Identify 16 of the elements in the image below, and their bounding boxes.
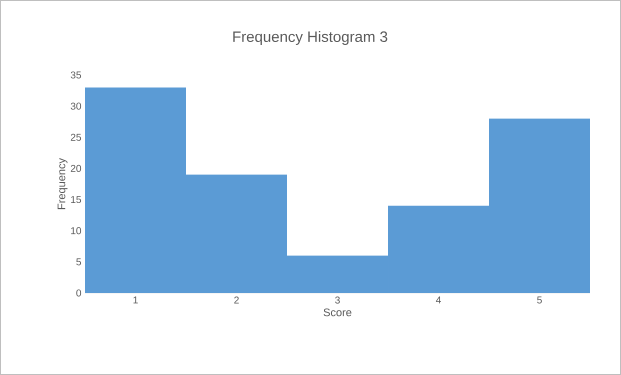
chart-title: Frequency Histogram 3 — [233, 31, 388, 45]
x-tick-label: 4 — [436, 296, 441, 304]
y-tick-label: 30 — [70, 102, 82, 110]
x-tick-label: 3 — [335, 296, 340, 304]
y-tick-label: 5 — [76, 258, 82, 266]
y-tick-label: 10 — [71, 227, 82, 234]
y-tick-label: 35 — [70, 71, 82, 79]
y-tick-label: 25 — [70, 134, 82, 141]
y-tick-label: 20 — [70, 164, 82, 172]
x-tick-label: 2 — [234, 296, 239, 304]
x-tick-label: 1 — [133, 296, 138, 304]
y-axis-title: Frequency — [58, 158, 68, 210]
y-tick-label: 0 — [76, 289, 82, 297]
x-axis-title: Score — [324, 308, 352, 316]
y-tick-label: 15 — [71, 196, 82, 204]
x-tick-label: 5 — [537, 296, 542, 304]
